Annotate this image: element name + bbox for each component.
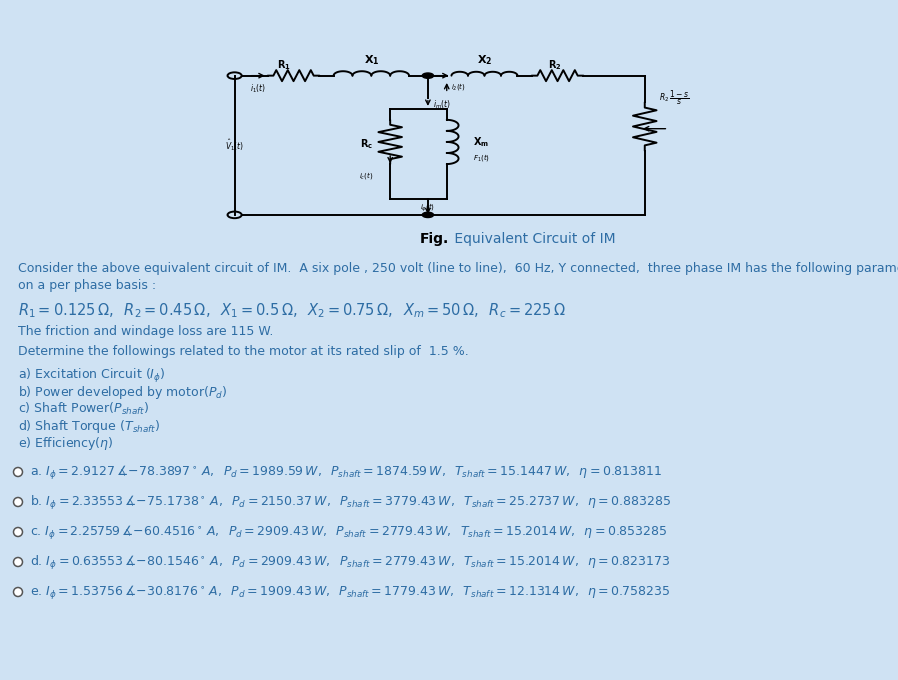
- Text: c. $I_\phi = 2.25759\,\measuredangle{-60.4516^\circ}\,A,\;\;  P_d = 2909.43\,W,\: c. $I_\phi = 2.25759\,\measuredangle{-60…: [30, 524, 667, 542]
- Text: $i_2(t)$: $i_2(t)$: [452, 81, 466, 92]
- Text: $i_m(t)$: $i_m(t)$: [433, 98, 451, 111]
- Text: $F_1(t)$: $F_1(t)$: [472, 152, 489, 163]
- Circle shape: [422, 73, 434, 78]
- Text: a) Excitation Circuit ($I_\phi$): a) Excitation Circuit ($I_\phi$): [18, 367, 165, 385]
- Text: Determine the followings related to the motor at its rated slip of  1.5 %.: Determine the followings related to the …: [18, 345, 469, 358]
- Text: Consider the above equivalent circuit of IM.  A six pole , 250 volt (line to lin: Consider the above equivalent circuit of…: [18, 262, 898, 275]
- Text: $\mathbf{X_1}$: $\mathbf{X_1}$: [364, 53, 379, 67]
- Circle shape: [13, 528, 22, 537]
- Text: $\mathbf{X_m}$: $\mathbf{X_m}$: [472, 135, 489, 149]
- Text: $\mathbf{R_1}$: $\mathbf{R_1}$: [277, 58, 291, 71]
- Circle shape: [13, 498, 22, 507]
- Circle shape: [13, 588, 22, 596]
- Circle shape: [422, 212, 434, 218]
- Text: $i_c(t)$: $i_c(t)$: [359, 169, 374, 181]
- Text: a. $I_\phi = 2.9127\,\measuredangle{-78.3897^\circ}\,A,\;\;  P_d = 1989.59\,W,\;: a. $I_\phi = 2.9127\,\measuredangle{-78.…: [30, 464, 662, 482]
- Text: c) Shaft Power($P_{shaft}$): c) Shaft Power($P_{shaft}$): [18, 401, 149, 417]
- Text: $\mathbf{X_2}$: $\mathbf{X_2}$: [477, 53, 492, 67]
- Text: e. $I_\phi = 1.53756\,\measuredangle{-30.8176^\circ}\,A,\;\;  P_d = 1909.43\,W,\: e. $I_\phi = 1.53756\,\measuredangle{-30…: [30, 584, 670, 602]
- Circle shape: [13, 558, 22, 566]
- Text: b) Power developed by motor($P_d$): b) Power developed by motor($P_d$): [18, 384, 227, 401]
- Text: e) Efficiency($\eta$): e) Efficiency($\eta$): [18, 435, 113, 452]
- Text: $\hat{V}_1(t)$: $\hat{V}_1(t)$: [225, 137, 244, 153]
- Text: The friction and windage loss are 115 W.: The friction and windage loss are 115 W.: [18, 325, 273, 338]
- Text: on a per phase basis :: on a per phase basis :: [18, 279, 156, 292]
- Text: $i_\varphi(t)$: $i_\varphi(t)$: [420, 202, 436, 214]
- Text: d) Shaft Torque ($T_{shaft}$): d) Shaft Torque ($T_{shaft}$): [18, 418, 160, 435]
- Circle shape: [13, 468, 22, 477]
- Text: $R_2\,\dfrac{1-s}{s}$: $R_2\,\dfrac{1-s}{s}$: [659, 88, 690, 107]
- Text: Equivalent Circuit of IM: Equivalent Circuit of IM: [450, 232, 616, 246]
- Text: d. $I_\phi = 0.63553\,\measuredangle{-80.1546^\circ}\,A,\;\;  P_d = 2909.43\,W,\: d. $I_\phi = 0.63553\,\measuredangle{-80…: [30, 554, 671, 572]
- Text: Fig.: Fig.: [419, 232, 449, 246]
- Text: $i_1(t)$: $i_1(t)$: [251, 83, 266, 95]
- Text: $R_1 = 0.125\,\Omega,\;\; R_2 = 0.45\,\Omega,\;\; X_1 = 0.5\,\Omega,\;\; X_2 = 0: $R_1 = 0.125\,\Omega,\;\; R_2 = 0.45\,\O…: [18, 301, 566, 320]
- Text: $\mathbf{R_2}$: $\mathbf{R_2}$: [549, 58, 562, 71]
- Text: $\mathbf{R_c}$: $\mathbf{R_c}$: [360, 137, 374, 151]
- Text: b. $I_\phi = 2.33553\,\measuredangle{-75.1738^\circ}\,A,\;\;  P_d = 2150.37\,W,\: b. $I_\phi = 2.33553\,\measuredangle{-75…: [30, 494, 671, 512]
